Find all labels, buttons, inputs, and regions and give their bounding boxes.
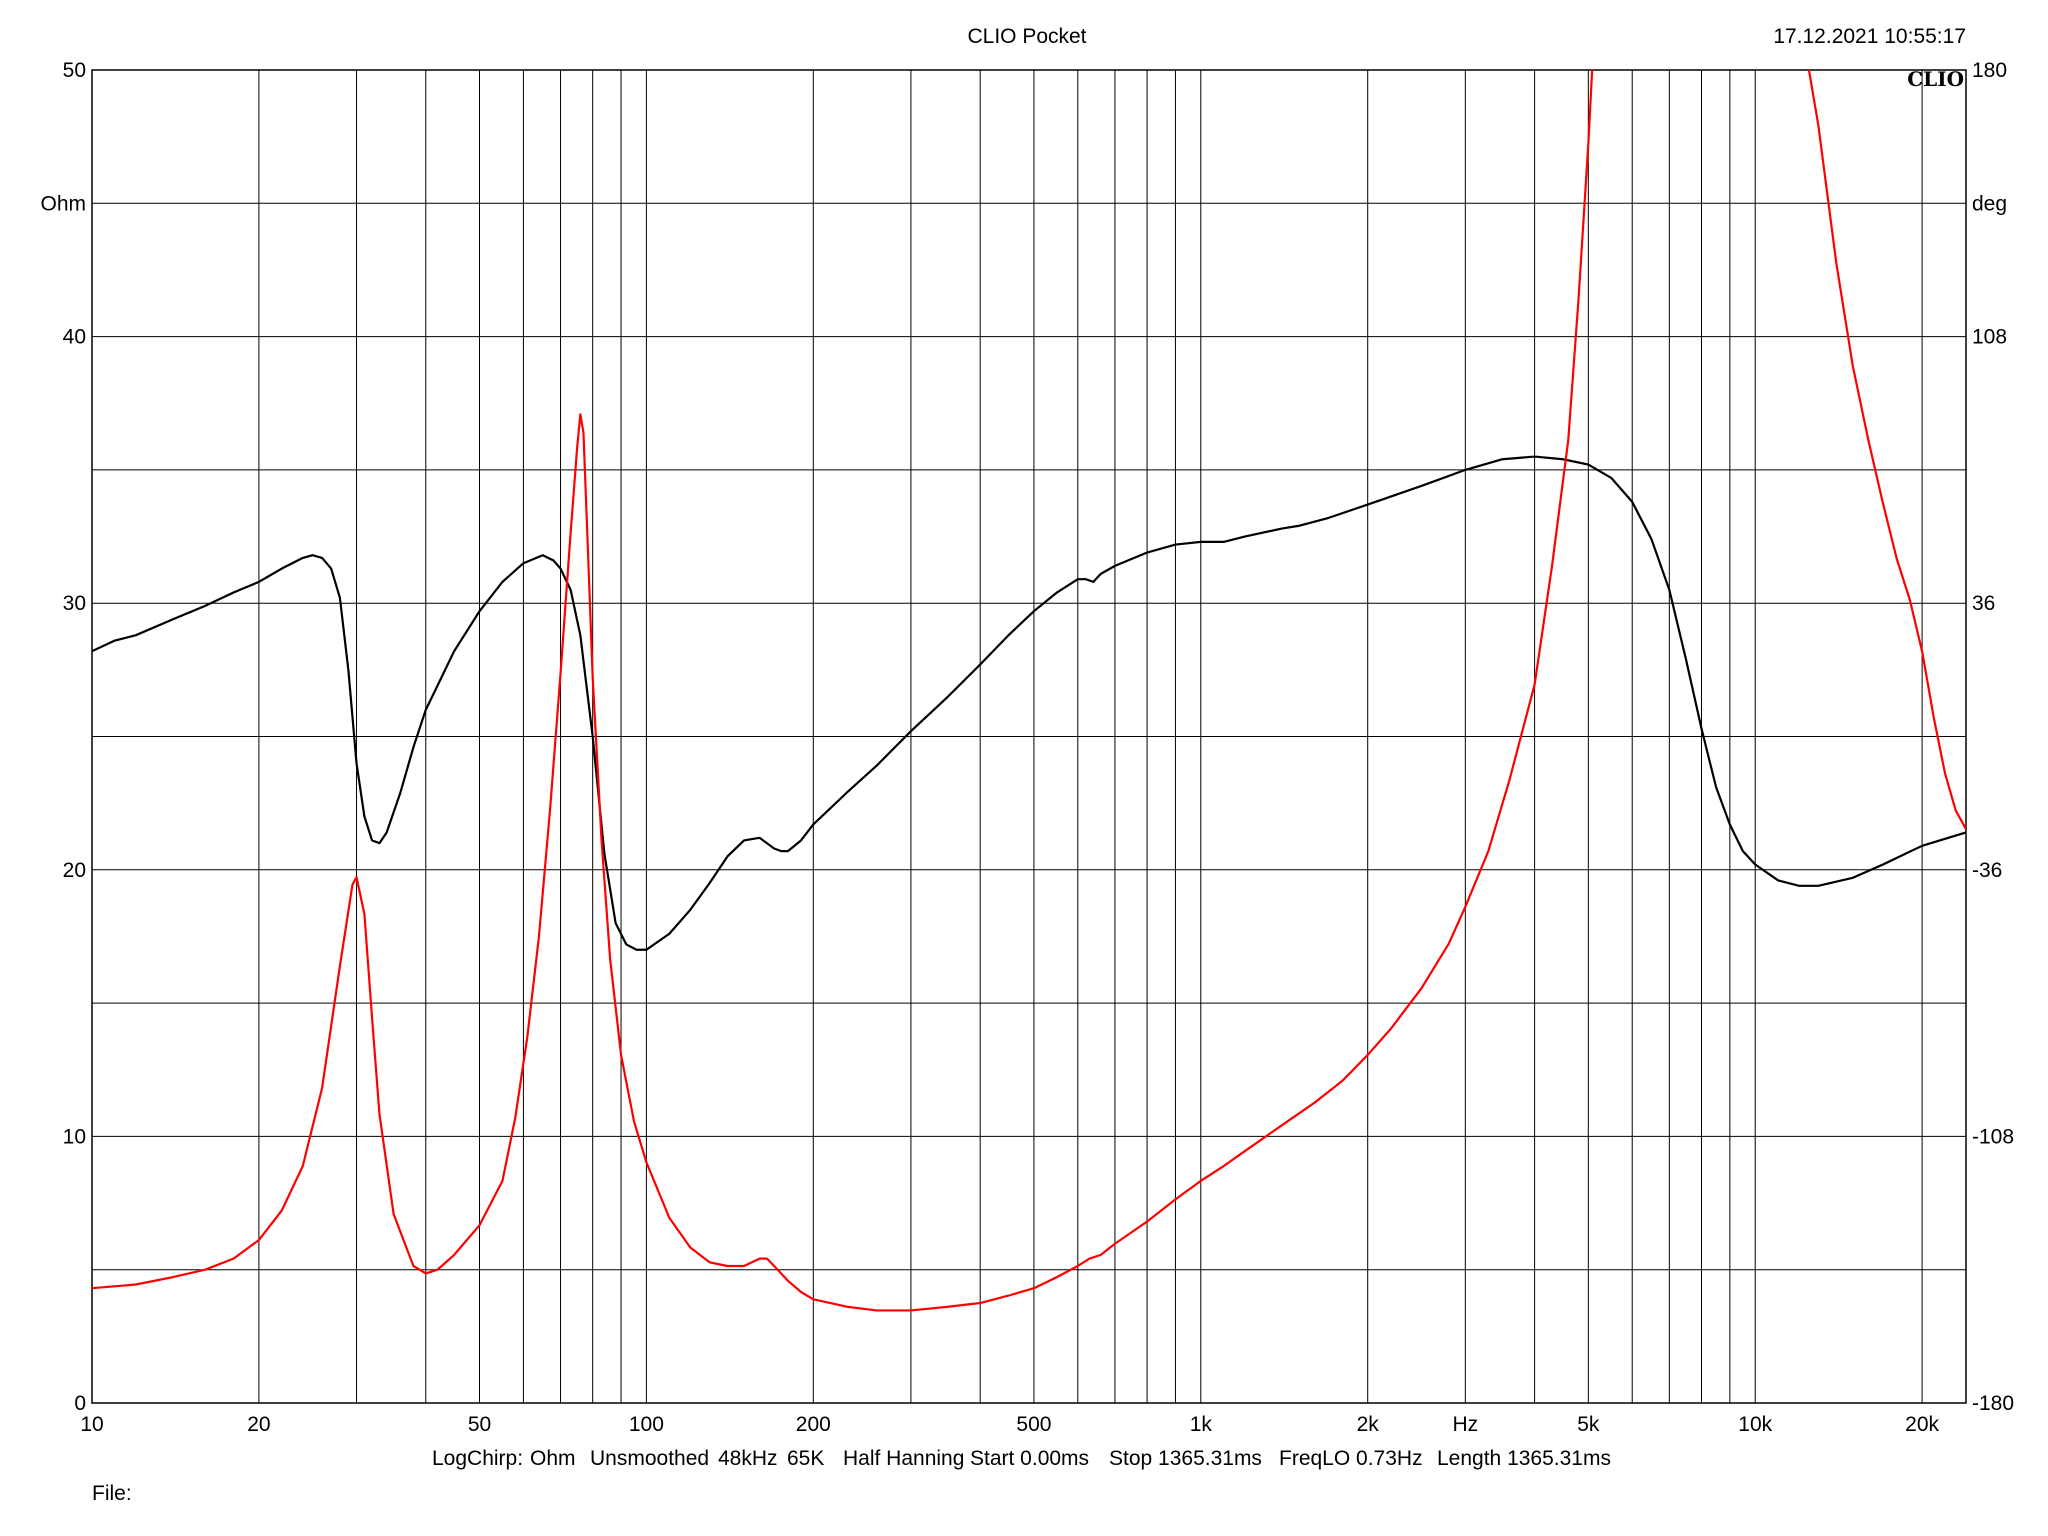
file-label: File:: [92, 1482, 132, 1505]
right-tick-label: 36: [1972, 592, 1995, 615]
left-tick-label: 40: [63, 326, 86, 349]
settings-item: FreqLO 0.73Hz: [1279, 1447, 1423, 1470]
right-tick-label: -180: [1972, 1392, 2014, 1415]
x-tick-label: 10k: [1738, 1413, 1772, 1436]
settings-item: Unsmoothed: [590, 1447, 709, 1470]
x-tick-label: 20: [247, 1413, 270, 1436]
right-tick-label: 108: [1972, 326, 2007, 349]
phase-curve-2: [1807, 70, 1966, 830]
series-layer: [92, 70, 1966, 1312]
right-tick-label: 180: [1972, 59, 2007, 82]
timestamp: 17.12.2021 10:55:17: [1773, 25, 1966, 48]
right-axis-unit-label: deg: [1972, 192, 2007, 215]
settings-item: 65K: [787, 1447, 824, 1470]
x-tick-label: 50: [468, 1413, 491, 1436]
x-tick-label: 200: [796, 1413, 831, 1436]
left-tick-label: 20: [63, 859, 86, 882]
x-tick-label: 20k: [1905, 1413, 1939, 1436]
clio-logo: CLIO: [1907, 67, 1964, 91]
measurement-settings: LogChirp: Ohm Unsmoothed 48kHz 65K Half Hanni…: [432, 1447, 1611, 1470]
left-axis-unit-label: Ohm: [40, 192, 86, 215]
left-tick-label: 10: [63, 1125, 86, 1148]
impedance-curve-0: [92, 455, 1966, 951]
left-tick-label: 30: [63, 592, 86, 615]
x-tick-label: 10: [80, 1413, 103, 1436]
plot-frame: [91, 69, 1967, 1404]
left-tick-label: 50: [63, 59, 86, 82]
settings-item: Stop 1365.31ms: [1109, 1447, 1262, 1470]
x-tick-label: 100: [629, 1413, 664, 1436]
settings-item: LogChirp:: [432, 1447, 523, 1470]
left-tick-label: 0: [74, 1392, 86, 1415]
x-tick-label: 2k: [1357, 1413, 1380, 1436]
settings-item: 48kHz: [718, 1447, 778, 1470]
chart-title: CLIO Pocket: [967, 25, 1086, 48]
right-tick-label: -36: [1972, 859, 2002, 882]
settings-item: Length 1365.31ms: [1437, 1447, 1611, 1470]
right-axis-tick-labels: -180 -108 -36 36 108 180: [1972, 59, 2014, 1415]
settings-item: Ohm: [530, 1447, 576, 1470]
settings-item: Half Hanning: [843, 1447, 964, 1470]
x-axis-tick-labels: 10 20 50 100 200 500 1k 2k 5k 10k 20k: [80, 1413, 1939, 1436]
grid-lines: [92, 70, 1966, 1403]
x-tick-label: 500: [1016, 1413, 1051, 1436]
phase-curve-1: [92, 70, 1594, 1312]
right-tick-label: -108: [1972, 1125, 2014, 1148]
x-axis-unit-label: Hz: [1452, 1413, 1478, 1436]
left-axis-tick-labels: 0 10 20 30 40 50: [63, 59, 86, 1415]
x-tick-label: 5k: [1577, 1413, 1600, 1436]
x-tick-label: 1k: [1190, 1413, 1213, 1436]
settings-item: Start 0.00ms: [970, 1447, 1089, 1470]
